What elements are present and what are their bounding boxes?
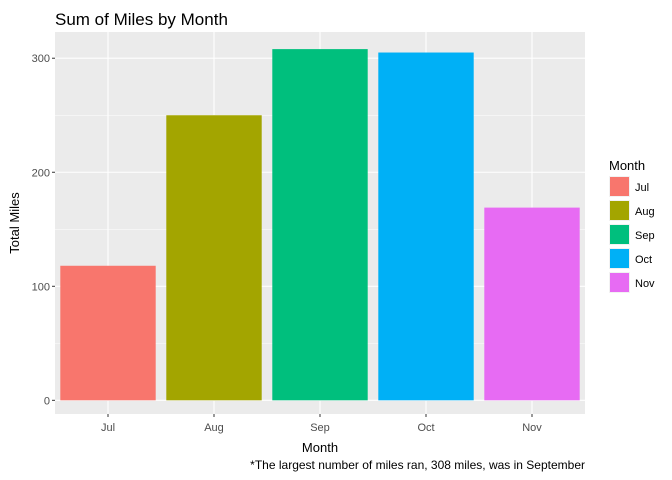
x-tick-label: Nov [522, 422, 542, 434]
x-axis-title: Month [302, 440, 338, 455]
legend: Month Jul Aug Sep Oct Nov [609, 158, 655, 293]
bars [60, 49, 580, 401]
y-tick-label: 300 [32, 53, 50, 65]
x-tick-label: Oct [417, 422, 434, 434]
y-axis-ticks: 0 100 200 300 [32, 53, 55, 407]
chart-title: Sum of Miles by Month [55, 10, 228, 29]
legend-label: Aug [635, 206, 655, 218]
legend-title: Month [609, 158, 645, 173]
legend-swatch-oct [610, 249, 629, 268]
legend-swatch-nov [610, 273, 629, 292]
y-tick-label: 0 [44, 395, 50, 407]
bar-oct [378, 52, 474, 401]
x-tick-label: Aug [204, 422, 224, 434]
legend-label: Jul [635, 182, 649, 194]
y-axis-title: Total Miles [7, 192, 22, 254]
y-tick-label: 200 [32, 167, 50, 179]
legend-label: Sep [635, 230, 655, 242]
chart-caption: *The largest number of miles ran, 308 mi… [250, 458, 585, 472]
bar-jul [60, 265, 156, 401]
legend-swatch-jul [610, 177, 629, 196]
legend-swatch-sep [610, 225, 629, 244]
legend-swatch-aug [610, 201, 629, 220]
bar-sep [272, 49, 368, 401]
legend-label: Oct [635, 254, 652, 266]
legend-label: Nov [635, 278, 655, 290]
x-axis-ticks: Jul Aug Sep Oct Nov [101, 414, 542, 434]
x-tick-label: Jul [101, 422, 115, 434]
y-tick-label: 100 [32, 281, 50, 293]
bar-nov [484, 207, 580, 401]
bar-aug [166, 115, 262, 401]
x-tick-label: Sep [310, 422, 330, 434]
